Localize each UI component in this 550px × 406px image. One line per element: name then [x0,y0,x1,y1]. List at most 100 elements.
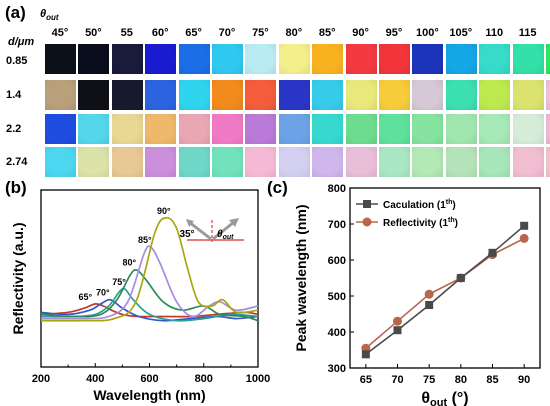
color-swatch [278,114,310,144]
row-thickness-label: 2.2 [6,123,22,135]
angle-header: 110 [485,27,504,39]
color-swatch [45,80,76,110]
peak-angle-label: 90° [157,206,171,216]
color-swatch [412,114,444,144]
angle-header: 50° [85,27,102,39]
color-swatch [479,44,511,74]
theta-out-header: θout [40,8,59,22]
angle-header: 65° [185,27,202,39]
y-tick-label: 400 [328,327,346,339]
spectrum-line-85deg [40,245,259,320]
peak-angle-label: 85° [138,235,152,245]
color-swatch [178,44,210,74]
color-swatch [479,80,511,110]
data-point-square [361,350,370,359]
color-swatch [212,80,243,110]
color-swatch [245,44,277,74]
color-swatch [445,80,477,110]
x-tick-label: 65 [360,374,372,386]
data-point-square [393,326,402,335]
inset-reflected-arrowhead [229,218,239,227]
color-swatch [546,147,550,177]
color-swatch [345,114,377,144]
color-swatch [245,147,277,177]
color-swatch [212,44,243,74]
peak-wavelength-chart: 300 400 500 600 700 800 65 70 75 80 85 90 Peak wavel… [293,183,541,406]
color-swatch [479,114,511,144]
color-swatch [78,44,110,74]
data-point-square [520,221,529,230]
color-swatch [145,80,177,110]
spectrum-line-65deg [40,303,259,318]
angle-header: 80° [285,27,303,39]
y-tick-label: 800 [328,183,346,195]
color-swatch [111,114,143,144]
plot-frame [349,187,541,369]
data-point-circle [424,289,434,299]
d-header: d/μm [8,36,35,48]
angle-header: 120° [543,27,550,39]
peak-angle-label: 65° [78,292,92,302]
inset-incident-arrowhead [186,219,194,227]
color-swatch [145,147,177,177]
color-swatch [379,80,410,110]
color-swatch [379,147,410,177]
color-swatch [445,114,477,144]
inset-reflected-arrow [212,220,235,241]
color-swatch [312,44,344,74]
color-swatch [45,114,76,144]
x-tick-label: 90 [518,374,530,386]
color-swatch [312,147,344,177]
angle-header: 95° [385,27,403,39]
inset-incident-angle: 35° [179,229,194,240]
x-tick-label: 400 [86,373,104,385]
inset-outgoing-angle: θout [217,229,234,241]
color-swatch [345,147,377,177]
y-axis-label: Peak wavelength (nm) [293,204,309,351]
legend-marker [362,217,372,227]
reflectivity-spectra-chart: 200 400 600 800 1000 Wavelength (nm) Reflectiv… [10,189,270,403]
color-swatch [345,44,377,74]
x-tick-label: 80 [455,374,467,386]
color-swatch [145,114,177,144]
x-axis-label: θout (°) [421,390,468,406]
color-swatch [512,114,544,144]
data-point-square [488,248,497,257]
color-swatch [245,114,277,144]
color-swatch [45,147,76,177]
color-swatch [479,147,511,177]
color-swatch [312,80,344,110]
color-swatch [78,80,110,110]
row-thickness-label: 0.85 [6,55,28,67]
spectrum-line-90deg [40,216,259,322]
row-thickness-label: 1.4 [6,89,22,101]
y-axis-label: Reflectivity (a.u.) [10,222,26,334]
color-swatch [78,114,110,144]
data-point-square [456,274,465,282]
color-swatch [178,114,210,144]
spectrum-line-75deg [40,287,259,322]
angle-header: 115 [518,27,537,39]
angle-header: 100° [416,27,439,39]
color-swatch [178,147,210,177]
angle-header: 90° [352,27,369,39]
angle-header: 85° [318,27,336,39]
legend-label: Reflectivity (1th) [383,217,458,229]
x-tick-label: 1000 [246,373,270,385]
color-swatch [178,80,210,110]
x-tick-label: 200 [32,373,50,385]
legend-marker [363,200,371,208]
series-line [365,225,525,355]
legend-label: Caculation (1th) [383,199,456,211]
data-point-circle [519,233,529,243]
color-swatch [145,44,177,74]
x-tick-label: 70 [391,374,403,386]
color-swatch [379,114,410,144]
color-swatch [512,147,544,177]
color-swatch [111,44,143,74]
color-swatch [345,80,377,110]
peak-angle-label: 75° [112,277,126,287]
color-swatch [111,80,143,110]
color-swatch [546,80,550,110]
